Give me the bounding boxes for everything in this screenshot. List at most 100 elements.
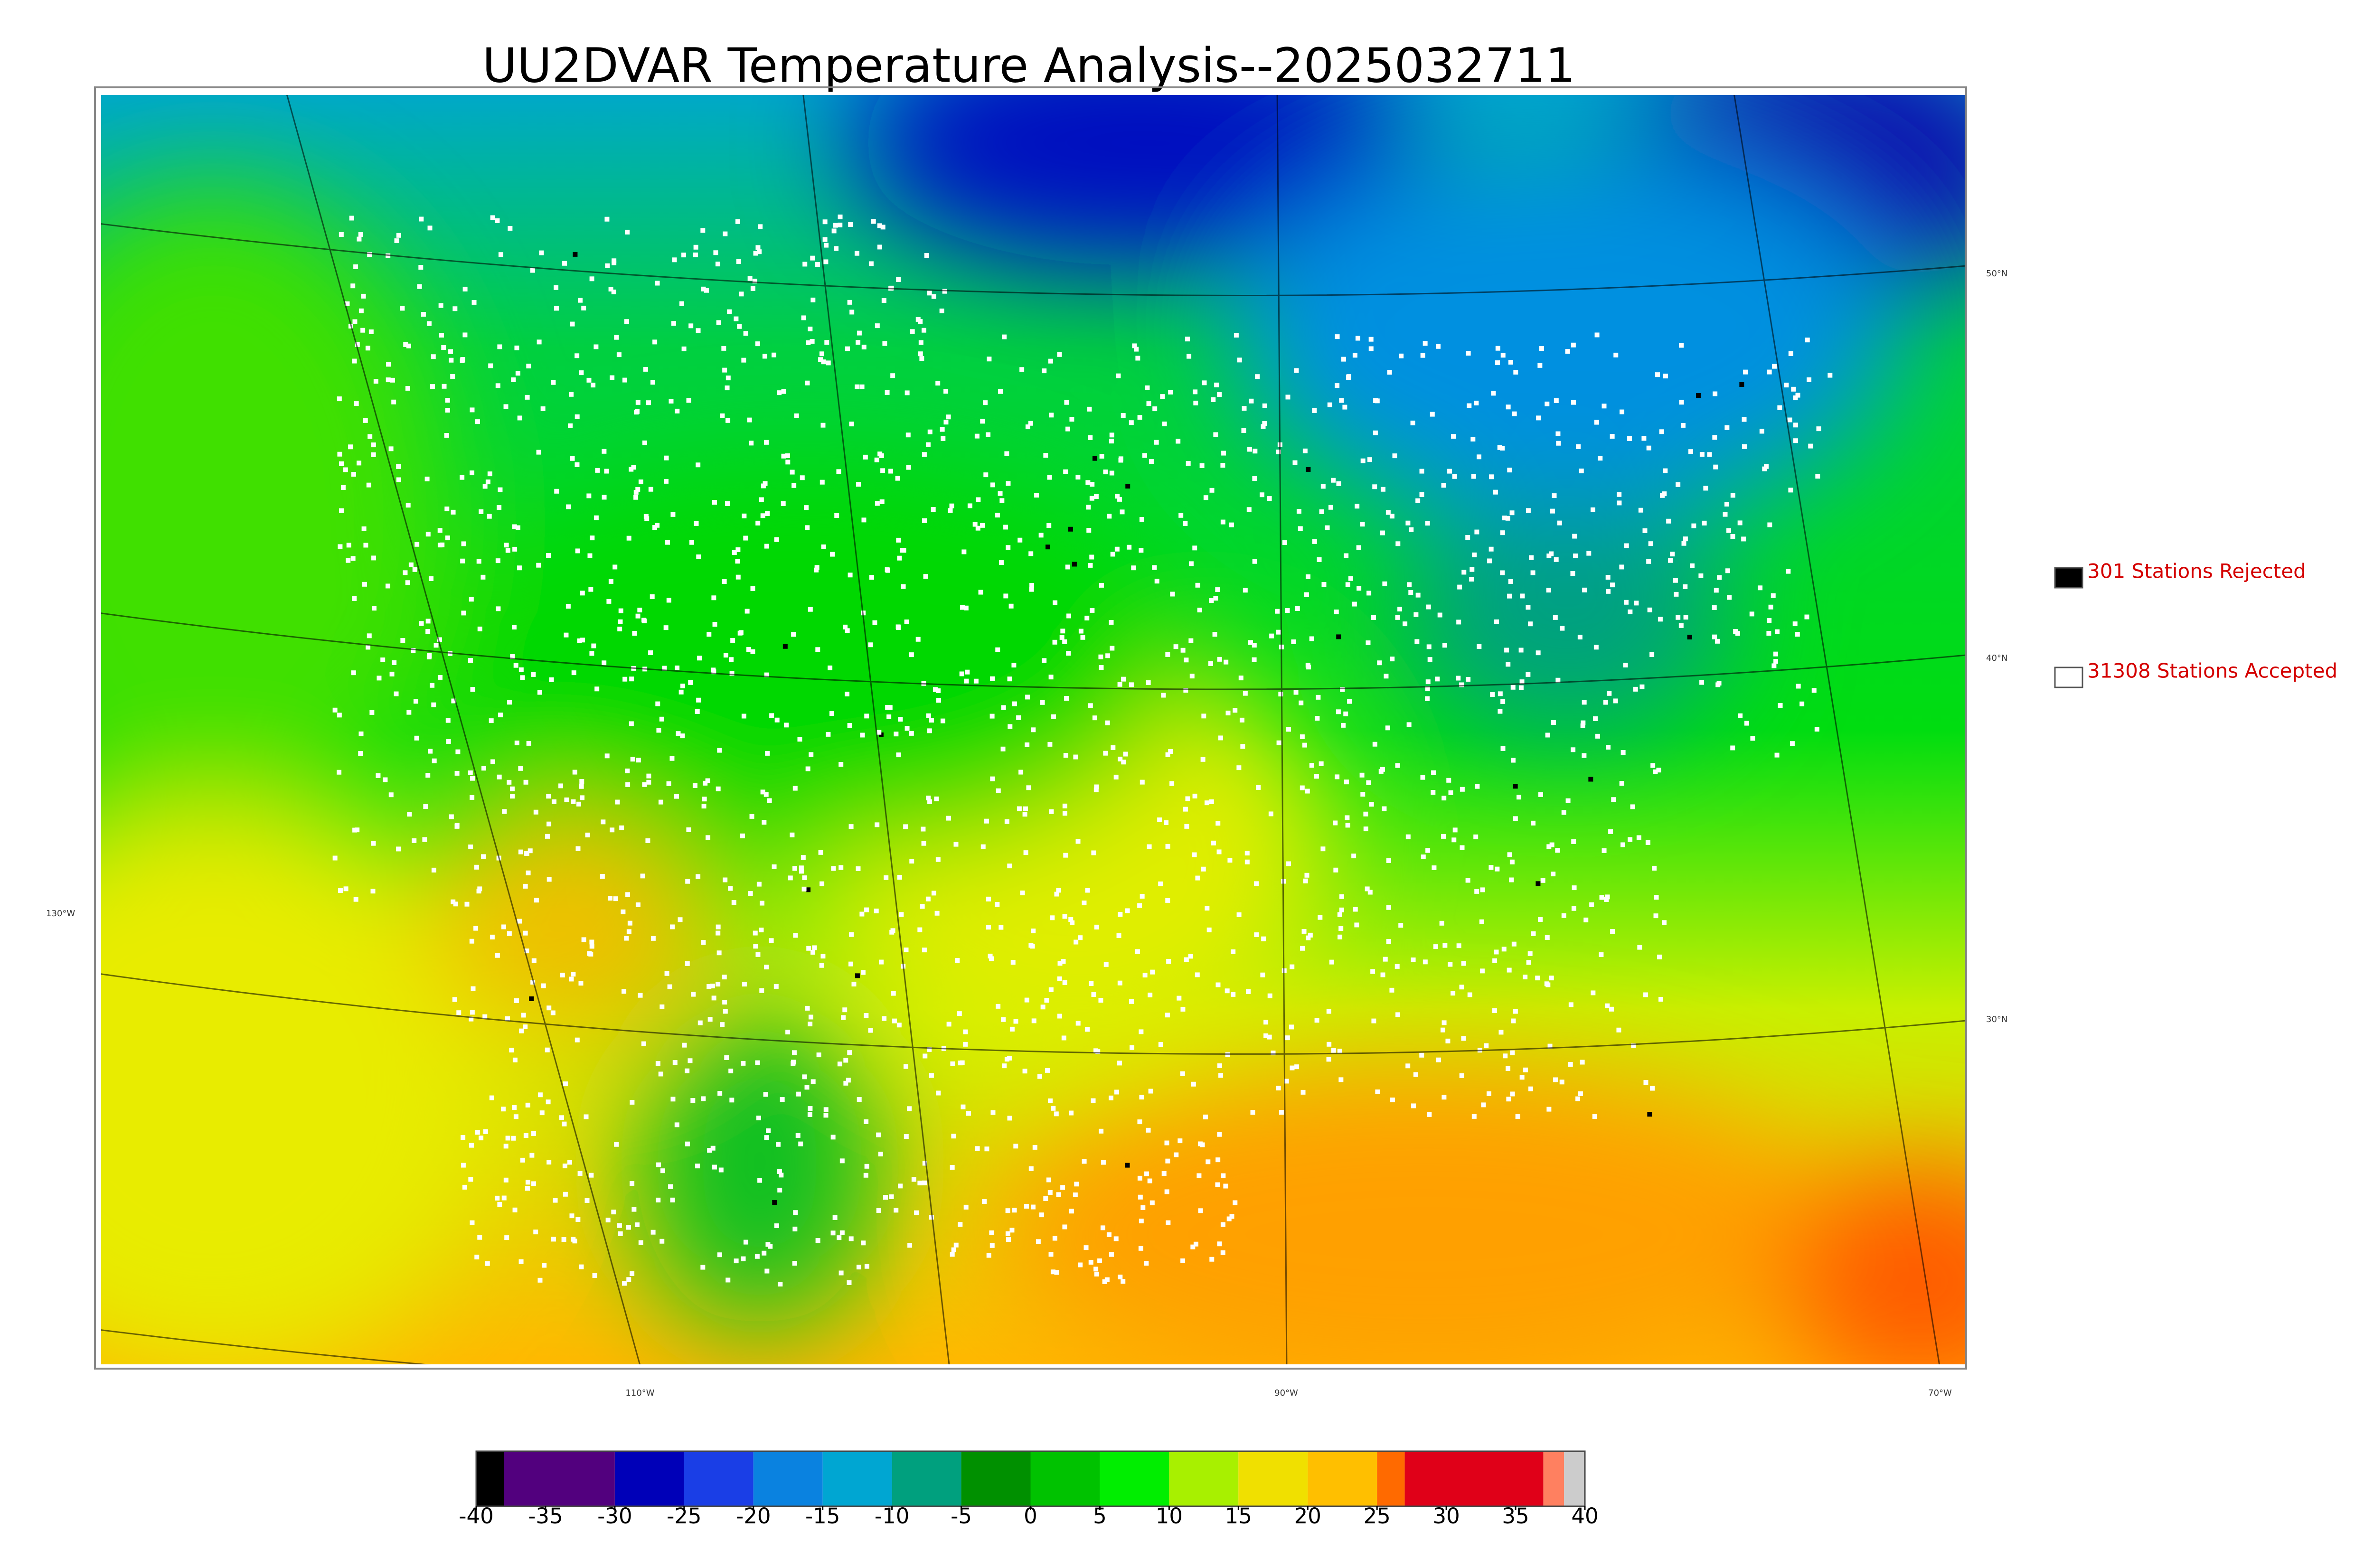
- station-dot: [961, 549, 967, 554]
- station-dot: [417, 284, 422, 289]
- station-dot: [1367, 890, 1373, 895]
- station-dot: [1010, 960, 1016, 965]
- station-dot: [413, 699, 418, 704]
- station-dot: [660, 1168, 665, 1174]
- station-dot: [1065, 564, 1070, 570]
- station-dot: [1491, 391, 1496, 396]
- station-dot: [1517, 795, 1522, 800]
- station-dot: [1198, 1208, 1203, 1213]
- station-dot: [503, 1144, 509, 1149]
- station-dot: [1758, 585, 1763, 591]
- station-dot: [1089, 981, 1094, 986]
- station-dot: [1683, 615, 1688, 620]
- station-dot: [611, 289, 616, 294]
- station-dot: [676, 731, 681, 736]
- station-dot: [935, 381, 941, 386]
- station-dot: [798, 1141, 803, 1146]
- station-dot: [655, 523, 660, 528]
- station-dot: [571, 972, 576, 977]
- station-dot: [1433, 944, 1438, 949]
- station-dot: [1474, 889, 1479, 894]
- station-dot: [358, 308, 364, 313]
- station-dot: [1537, 363, 1543, 368]
- station-dot: [1486, 1091, 1491, 1096]
- station-dot: [1570, 571, 1575, 576]
- station-dot: [641, 618, 647, 623]
- station-dot: [868, 261, 874, 266]
- station-dot: [481, 854, 486, 859]
- station-dot: [1727, 595, 1732, 600]
- station-dot: [1571, 747, 1576, 752]
- station-dot: [367, 434, 373, 439]
- station-dot: [820, 881, 825, 886]
- station-dot: [1403, 621, 1408, 627]
- station-dot: [489, 718, 494, 723]
- station-dot: [1209, 488, 1215, 493]
- station-dot: [1142, 453, 1147, 458]
- station-dot: [895, 476, 900, 481]
- station-dot: [1571, 400, 1576, 405]
- station-dot: [537, 1277, 543, 1283]
- station-dot: [898, 716, 903, 722]
- station-dot: [394, 238, 399, 244]
- station-dot: [1333, 867, 1338, 873]
- station-dot: [616, 352, 622, 357]
- station-dot: [805, 525, 810, 530]
- station-dot: [904, 390, 910, 395]
- station-dot: [828, 665, 833, 670]
- station-dot: [430, 683, 435, 688]
- station-dot: [856, 866, 861, 871]
- station-dot: [1057, 976, 1062, 981]
- station-dot: [847, 300, 852, 305]
- station-dot: [1623, 662, 1628, 667]
- station-dot: [1329, 959, 1334, 965]
- station-dot: [503, 1177, 509, 1183]
- station-dot: [1730, 745, 1735, 751]
- station-dot: [383, 777, 388, 782]
- station-dot: [1037, 1074, 1042, 1079]
- station-dot: [889, 1194, 894, 1199]
- station-dot: [1223, 1183, 1228, 1189]
- station-dot: [362, 582, 367, 587]
- station-dot: [426, 655, 432, 660]
- station-dot: [357, 460, 362, 466]
- station-dot: [1605, 1003, 1610, 1008]
- station-dot: [1082, 900, 1087, 905]
- station-dot: [495, 1195, 500, 1201]
- station-dot: [1387, 370, 1392, 375]
- station-dot: [392, 660, 397, 665]
- station-dot: [469, 597, 474, 602]
- station-dot: [680, 733, 685, 739]
- station-dot: [462, 332, 468, 338]
- station-dot: [663, 625, 669, 630]
- station-dot: [967, 503, 972, 508]
- station-dot: [1276, 629, 1281, 635]
- station-dot: [1461, 1036, 1466, 1041]
- station-dot: [689, 540, 695, 545]
- station-dot: [700, 1265, 706, 1270]
- station-dot: [523, 779, 528, 785]
- station-dot: [1372, 742, 1377, 747]
- station-dot: [823, 1107, 829, 1112]
- station-dot: [839, 1230, 845, 1235]
- station-dot: [1513, 784, 1518, 789]
- station-dot: [741, 714, 746, 719]
- station-dot: [539, 1110, 545, 1116]
- station-dot: [1004, 1057, 1009, 1062]
- station-dot: [388, 446, 394, 451]
- station-dot: [1506, 404, 1511, 410]
- station-dot: [505, 1016, 510, 1021]
- station-dot: [777, 1169, 782, 1174]
- station-dot: [1643, 992, 1649, 997]
- station-dot: [1263, 1020, 1269, 1025]
- station-dot: [1003, 525, 1008, 530]
- station-dot: [1097, 1258, 1102, 1263]
- station-dot: [1045, 545, 1050, 550]
- station-dot: [779, 1173, 784, 1178]
- station-dot: [899, 912, 904, 917]
- station-dot: [717, 748, 722, 753]
- station-dot: [1439, 920, 1444, 926]
- station-dot: [567, 1160, 572, 1165]
- station-dot: [934, 911, 940, 916]
- station-dot: [1316, 695, 1321, 700]
